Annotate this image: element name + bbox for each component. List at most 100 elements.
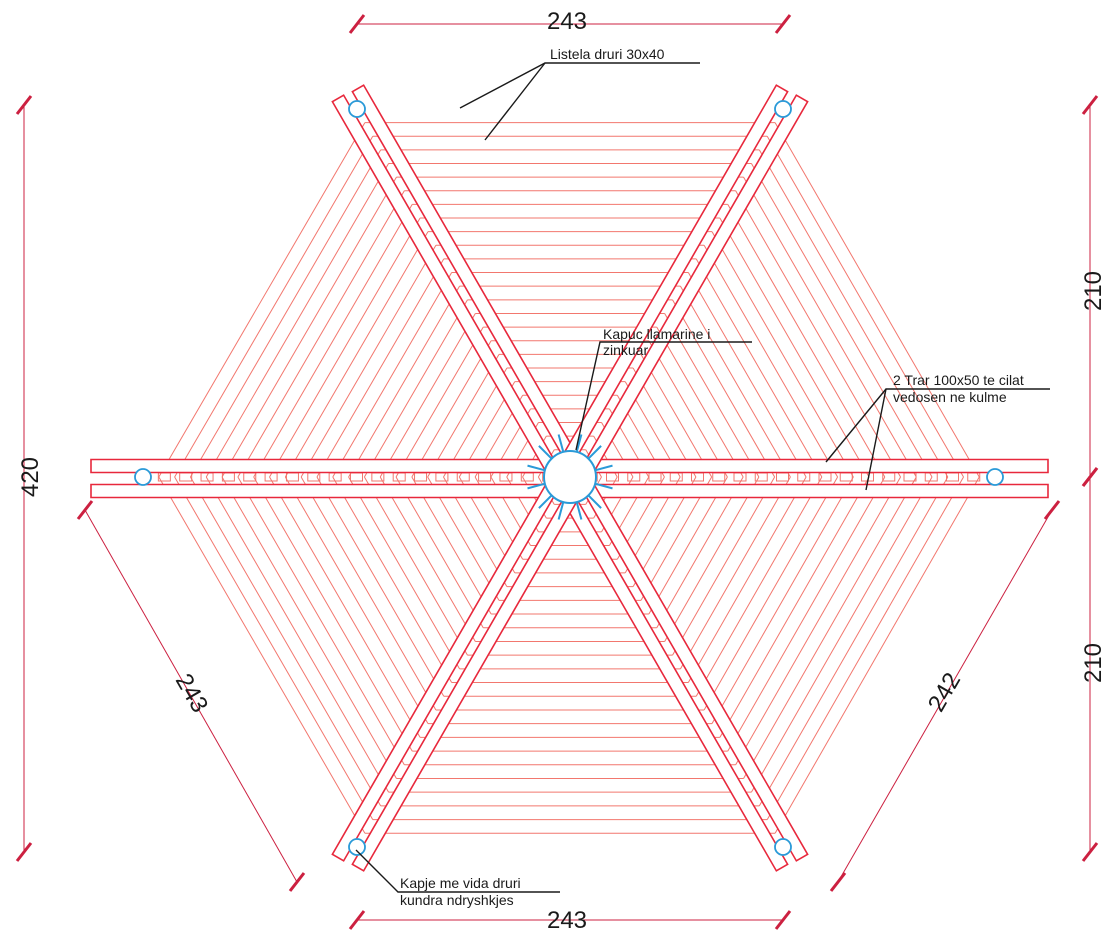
slat-notch [669, 472, 683, 482]
slat-upper-left [363, 299, 468, 478]
slat-upper-right [766, 136, 964, 478]
slat-lower-left [348, 476, 460, 670]
slat-upper-right [735, 190, 901, 478]
slat-upper-right [687, 272, 807, 478]
dimension-top: 243 [547, 8, 587, 35]
slat-lower-right [680, 476, 791, 670]
label-beams-line2: vedosen ne kulme [893, 389, 1007, 405]
dimline-lower-left [84, 509, 298, 883]
cap-ray [538, 493, 554, 509]
slat-upper-right [743, 176, 917, 478]
cap-ray [575, 499, 583, 520]
slat-lower-right [727, 476, 886, 752]
bolt-circle [134, 468, 152, 486]
slat-upper-left [190, 149, 382, 478]
dimension-left-total: 420 [17, 457, 44, 497]
slat-lower-left [269, 476, 421, 738]
slat-upper-left [237, 190, 405, 478]
slat-upper-left [427, 354, 500, 478]
cap-ray [557, 434, 565, 455]
dimension-lines [15, 14, 1099, 930]
dimline-lower-right-tick [1043, 500, 1061, 520]
slat-lower-right [711, 476, 854, 724]
bolt-circle [774, 100, 792, 118]
dimline-lower-left-tick [76, 500, 94, 520]
dimension-lower-right-edge: 242 [923, 668, 966, 716]
central-zinc-cap [527, 434, 613, 520]
slat-notch [478, 472, 492, 482]
leader-lines [355, 62, 1050, 893]
dimline-right-lower-tick [1081, 467, 1099, 487]
slat-upper-right [664, 313, 760, 478]
slat-lower-left [395, 476, 484, 628]
slat-notch [797, 472, 811, 482]
slat-lower-right [664, 476, 760, 642]
slat-lower-right [703, 476, 839, 711]
label-screws-line1: Kapje me vida druri [400, 875, 521, 891]
slat-upper-right [648, 340, 728, 478]
slat-lower-left [363, 476, 468, 656]
screw-leader [355, 849, 560, 893]
slat-upper-left [269, 217, 421, 478]
slat-upper-right [703, 245, 839, 478]
slat-upper-left [174, 136, 374, 478]
bolt-circle [348, 838, 366, 856]
slat-lower-right [687, 476, 807, 683]
slat-lower-right [751, 476, 933, 793]
bolt-circle [774, 838, 792, 856]
dimension-lower-left-edge: 243 [170, 669, 213, 717]
dimension-right-upper: 210 [1080, 271, 1107, 311]
slat-upper-left [284, 231, 429, 478]
slat-upper-right [680, 285, 791, 478]
dimline-lower-right [837, 509, 1053, 883]
slat-upper-left [379, 313, 476, 478]
slat-upper-left [332, 272, 453, 478]
slat-lower-right [758, 476, 949, 807]
slat-lower-left [221, 476, 397, 779]
cap-ray [538, 445, 554, 461]
cap-leader [575, 341, 752, 451]
slat-lower-left [190, 476, 382, 807]
slat-lower-left [379, 476, 476, 642]
slat-upper-right [727, 204, 886, 478]
slat-notch [435, 472, 449, 482]
slat-lower-right [774, 476, 980, 834]
slat-notch [776, 472, 789, 482]
bolt-circle [986, 468, 1004, 486]
slat-lower-right [719, 476, 870, 738]
slat-upper-right [711, 231, 854, 478]
cap-ray [527, 482, 548, 490]
slat-upper-right [751, 163, 933, 478]
slat-lower-left [284, 476, 429, 724]
label-slats: Listela druri 30x40 [550, 46, 665, 62]
slat-notch [285, 472, 299, 482]
cap-ray [592, 464, 613, 472]
slats-leader-1 [459, 62, 700, 109]
dimline-bottom-tick [348, 910, 366, 930]
cap-ray [586, 493, 602, 509]
slat-notch [200, 472, 214, 482]
slat-upper-right [719, 217, 870, 478]
slat-notch [392, 472, 406, 482]
cap-ray [586, 445, 602, 461]
slat-upper-left [205, 163, 389, 478]
dimension-right-lower: 210 [1080, 643, 1107, 683]
slat-notch [307, 472, 321, 482]
bolt-circle [348, 100, 366, 118]
dimline-right-upper-tick [1081, 95, 1099, 115]
slat-lower-left [300, 476, 437, 711]
slat-notch [499, 472, 513, 482]
slat-notch [350, 472, 363, 482]
slat-notch [691, 472, 704, 482]
slat-lower-left [316, 476, 445, 697]
slat-notch [712, 472, 726, 482]
slat-lower-left [205, 476, 389, 793]
dimline-top-tick [348, 14, 366, 34]
dimline-bottom-tick [774, 910, 792, 930]
dimline-lower-left-tick [288, 872, 306, 892]
slat-lower-left [411, 476, 492, 615]
slat-notch [179, 472, 193, 482]
slat-lower-left [158, 476, 366, 834]
slat-notch [414, 472, 428, 482]
